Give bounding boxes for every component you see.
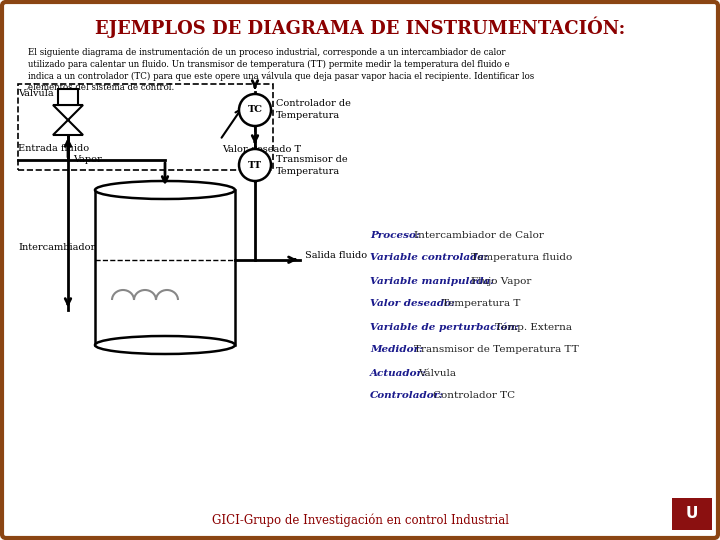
Text: Variable manipulada:: Variable manipulada: — [370, 276, 494, 286]
Text: Controlador:: Controlador: — [370, 392, 444, 401]
Text: El siguiente diagrama de instrumentación de un proceso industrial, corresponde a: El siguiente diagrama de instrumentación… — [28, 47, 505, 57]
Polygon shape — [53, 120, 83, 135]
Text: U: U — [686, 507, 698, 522]
Text: EJEMPLOS DE DIAGRAMA DE INSTRUMENTACIÓN:: EJEMPLOS DE DIAGRAMA DE INSTRUMENTACIÓN: — [95, 16, 625, 38]
Text: TT: TT — [248, 160, 262, 170]
Text: elementos del sistema de control.: elementos del sistema de control. — [28, 84, 174, 92]
Text: Temperatura T: Temperatura T — [442, 300, 521, 308]
Ellipse shape — [95, 181, 235, 199]
Ellipse shape — [95, 336, 235, 354]
Text: TC: TC — [248, 105, 263, 114]
Text: Valor deseado:: Valor deseado: — [370, 300, 455, 308]
Text: Actuador:: Actuador: — [370, 368, 427, 377]
Text: Variable controlada:: Variable controlada: — [370, 253, 488, 262]
Bar — [18, 84, 273, 170]
Bar — [672, 498, 712, 530]
Text: Controlador TC: Controlador TC — [433, 392, 515, 401]
Text: utilizado para calentar un fluido. Un transmisor de temperatura (TT) permite med: utilizado para calentar un fluido. Un tr… — [28, 59, 510, 69]
Text: Intercambiador: Intercambiador — [18, 242, 95, 252]
Circle shape — [239, 149, 271, 181]
Text: Temp. Externa: Temp. Externa — [495, 322, 572, 332]
Text: Transmisor de: Transmisor de — [276, 154, 348, 164]
Text: Entrada fluido: Entrada fluido — [18, 144, 89, 153]
Text: Intercambiador de Calor: Intercambiador de Calor — [413, 231, 544, 240]
Text: Salida fluido: Salida fluido — [305, 251, 367, 260]
Text: Vapor: Vapor — [73, 156, 102, 165]
Text: indica a un controlador (TC) para que este opere una válvula que deja pasar vapo: indica a un controlador (TC) para que es… — [28, 71, 534, 81]
Text: GICI-Grupo de Investigación en control Industrial: GICI-Grupo de Investigación en control I… — [212, 513, 508, 526]
Text: Válvula: Válvula — [18, 89, 53, 98]
Circle shape — [239, 94, 271, 126]
Text: Valor deseado T: Valor deseado T — [222, 145, 301, 154]
Text: Variable de perturbación:: Variable de perturbación: — [370, 322, 518, 332]
Text: Válvula: Válvula — [418, 368, 456, 377]
Text: Controlador de: Controlador de — [276, 99, 351, 109]
Bar — [58, 89, 78, 105]
Text: Temperatura: Temperatura — [276, 166, 340, 176]
Polygon shape — [53, 105, 83, 120]
Bar — [95, 190, 235, 345]
Text: Medidor:: Medidor: — [370, 346, 423, 354]
Polygon shape — [675, 500, 709, 527]
Text: Temperatura: Temperatura — [276, 111, 340, 120]
Text: Temperatura fluido: Temperatura fluido — [471, 253, 572, 262]
Text: Flujo Vapor: Flujo Vapor — [471, 276, 531, 286]
Text: Transmisor de Temperatura TT: Transmisor de Temperatura TT — [413, 346, 578, 354]
Text: Proceso:: Proceso: — [370, 231, 420, 240]
